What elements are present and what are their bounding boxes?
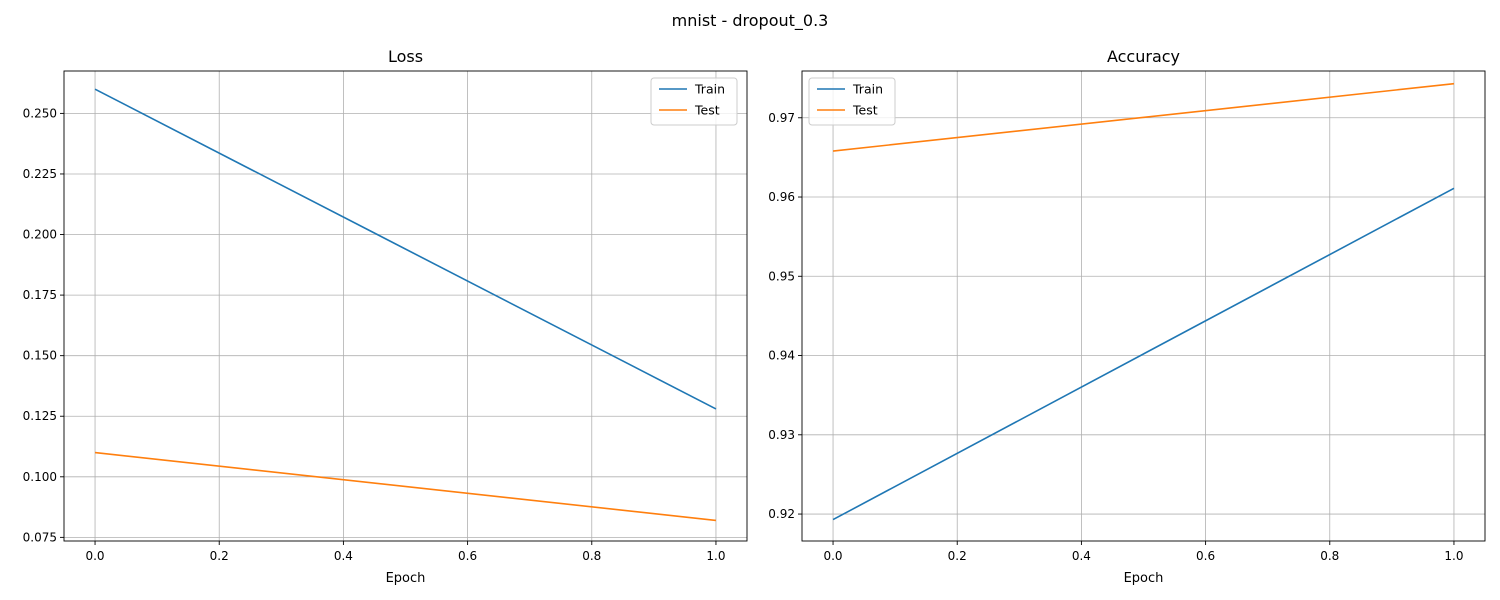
y-tick-label: 0.175 [23,288,57,302]
legend: Train Test [650,77,738,126]
x-tick-label: 1.0 [706,549,725,563]
y-tick-label: 0.100 [23,470,57,484]
y-tick-label: 0.92 [768,507,795,521]
y-tick-label: 0.250 [23,106,57,120]
x-tick-label: 0.6 [1196,549,1215,563]
series-line-train [832,187,1455,521]
x-tick-label: 0.4 [1072,549,1091,563]
x-tick-label: 0.8 [1320,549,1339,563]
x-tick-label: 0.0 [823,549,842,563]
x-tick-label: 0.2 [210,549,229,563]
legend-label-test: Test [694,103,720,118]
accuracy-plot-area: 0.0 0.2 0.4 0.6 0.8 1.0 0.92 0.93 0.94 0.95 0.96 0.… [768,70,1486,563]
loss-chart: Loss Epoch 0.0 0.2 0.4 0.6 0.8 1.00.0750.1000… [23,47,748,586]
loss-plot-area: 0.0 0.2 0.4 0.6 0.8 1.0 0.075 0.100 0.125 0.150 0.… [23,70,748,563]
figure-title: mnist - dropout_0.3 [672,11,829,31]
y-tick-label: 0.125 [23,409,57,423]
legend-label-test: Test [852,103,878,118]
chart-title: Loss [388,47,423,66]
x-tick-label: 0.0 [85,549,104,563]
axes-frame [63,70,748,542]
y-tick-label: 0.95 [768,269,795,283]
chart-title: Accuracy [1107,47,1180,66]
y-tick-label: 0.93 [768,428,795,442]
accuracy-chart: Accuracy Epoch 0.0 0.2 0.4 0.6 0.8 1.0 0.92 0.9… [768,47,1486,586]
x-tick-label: 0.2 [948,549,967,563]
x-tick-label: 0.8 [582,549,601,563]
series-line-test [94,451,717,522]
y-tick-label: 0.150 [23,349,57,363]
x-tick-label: 0.6 [458,549,477,563]
y-tick-label: 0.97 [768,111,795,125]
legend: Train Test [808,77,896,126]
x-axis-label: Epoch [1124,571,1164,586]
x-tick-label: 1.0 [1444,549,1463,563]
series-line-train [94,88,717,410]
y-tick-label: 0.200 [23,228,57,242]
x-axis-label: Epoch [386,571,426,586]
y-tick-label: 0.075 [23,530,57,544]
legend-label-train: Train [694,82,725,97]
y-tick-label: 0.94 [768,349,795,363]
axes-frame [801,70,1486,542]
y-tick-label: 0.225 [23,167,57,181]
y-tick-label: 0.96 [768,190,795,204]
x-tick-label: 0.4 [334,549,353,563]
series-line-test [832,82,1455,152]
legend-label-train: Train [852,82,883,97]
